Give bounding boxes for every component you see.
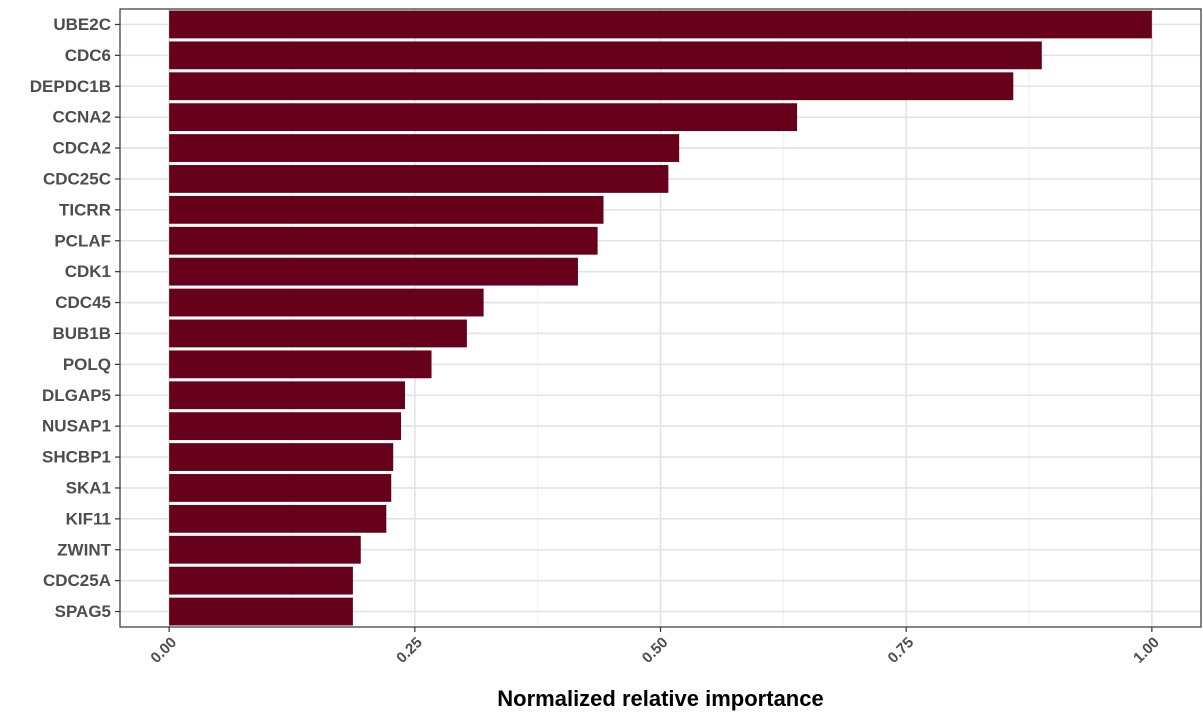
- y-tick-label: PCLAF: [54, 231, 111, 250]
- y-tick-label: CDC25A: [43, 571, 111, 590]
- y-tick-label: POLQ: [63, 355, 111, 374]
- x-tick-label: 1.00: [1130, 634, 1163, 667]
- y-tick-label: SHCBP1: [42, 448, 111, 467]
- y-tick-label: ZWINT: [57, 540, 111, 559]
- bar-bub1b: [169, 319, 467, 348]
- y-tick-label: CDC6: [65, 46, 111, 65]
- bar-polq: [169, 350, 432, 379]
- bar-depdc1b: [169, 72, 1014, 101]
- bar-ccna2: [169, 103, 798, 132]
- bar-zwint: [169, 535, 361, 564]
- bar-cdc45: [169, 288, 484, 317]
- bar-dlgap5: [169, 381, 405, 410]
- bar-cdc25a: [169, 566, 353, 595]
- bar-ska1: [169, 474, 392, 502]
- y-axis: UBE2C CDC6 DEPDC1B CCNA2 CDCA2 CDC25C TICRR PCL…: [30, 15, 120, 621]
- x-axis: 0.00 0.25 0.50 0.75 1.00: [147, 627, 1163, 667]
- y-tick-label: KIF11: [66, 509, 111, 528]
- y-tick-label: CDCA2: [52, 139, 111, 158]
- x-axis-title: Normalized relative importance: [497, 686, 823, 711]
- y-tick-label: TICRR: [59, 200, 111, 219]
- y-tick-label: UBE2C: [53, 15, 111, 34]
- bar-spag5: [169, 597, 353, 626]
- x-tick-label: 0.25: [393, 634, 426, 667]
- y-tick-label: CDC25C: [43, 169, 111, 188]
- y-tick-label: NUSAP1: [42, 417, 111, 436]
- y-tick-label: CDC45: [55, 293, 111, 312]
- x-tick-label: 0.00: [147, 634, 180, 667]
- x-tick-label: 0.50: [639, 634, 672, 667]
- y-tick-label: SPAG5: [55, 602, 111, 621]
- bar-shcbp1: [169, 443, 394, 471]
- bar-cdca2: [169, 134, 680, 162]
- bar-cdc25c: [169, 165, 669, 193]
- y-tick-label: BUB1B: [52, 324, 111, 343]
- bar-kif11: [169, 504, 387, 533]
- bar-ube2c: [169, 10, 1152, 39]
- bar-cdc6: [169, 41, 1042, 70]
- y-tick-label: DLGAP5: [42, 386, 111, 405]
- y-tick-label: CDK1: [65, 262, 111, 281]
- y-tick-label: DEPDC1B: [30, 77, 111, 96]
- grid: [120, 9, 1201, 627]
- y-tick-label: SKA1: [66, 478, 111, 497]
- bar-pclaf: [169, 226, 598, 255]
- bar-nusap1: [169, 412, 402, 441]
- bars: [169, 10, 1152, 626]
- y-tick-label: CCNA2: [52, 108, 111, 127]
- x-tick-label: 0.75: [885, 634, 918, 667]
- bar-cdk1: [169, 257, 578, 286]
- bar-ticrr: [169, 195, 604, 224]
